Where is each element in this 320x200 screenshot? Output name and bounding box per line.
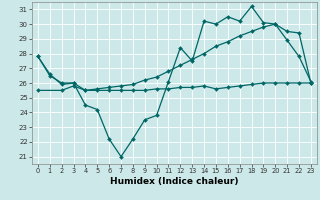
X-axis label: Humidex (Indice chaleur): Humidex (Indice chaleur) <box>110 177 239 186</box>
